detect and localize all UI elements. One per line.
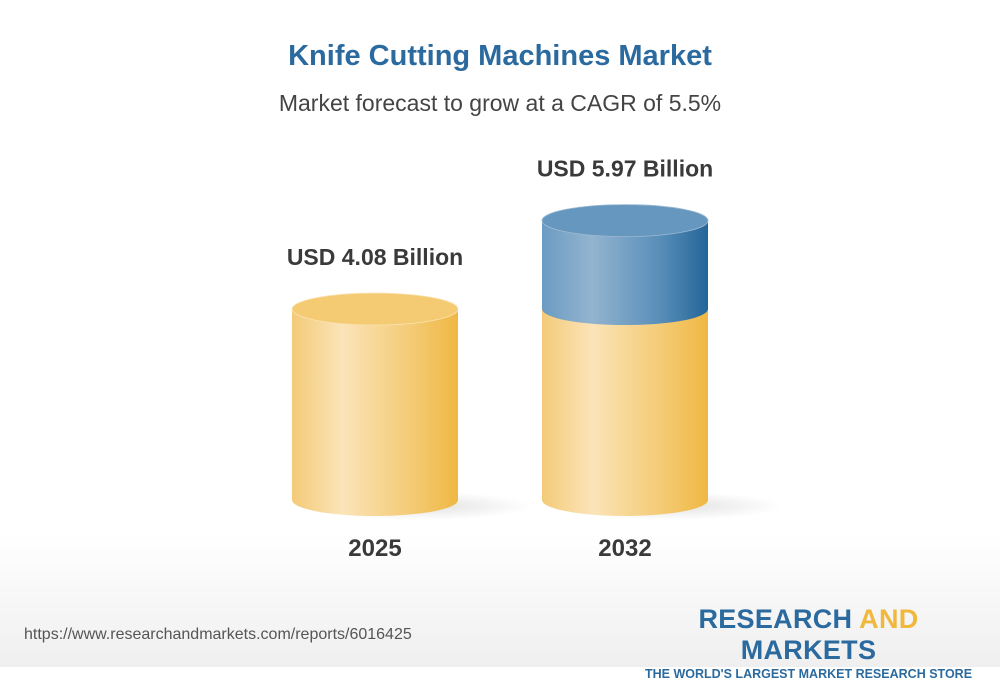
chart-subtitle: Market forecast to grow at a CAGR of 5.5… [278,90,722,116]
report-url[interactable]: https://www.researchandmarkets.com/repor… [24,626,412,643]
cylinder-body-base [292,309,458,516]
chart-title: Knife Cutting Machines Market [288,40,712,72]
cylinder-top [541,204,709,238]
cylinder-body-growth [542,220,708,326]
category-label: 2032 [598,535,651,562]
data-label: USD 4.08 Billion [287,244,463,270]
data-label: USD 5.97 Billion [537,156,713,182]
cylinder-chart: USD 4.08 Billion 2025 USD 5.97 Billion 2032 [287,156,783,562]
cylinder-body-base [542,309,708,516]
category-label: 2025 [348,535,401,562]
research-and-markets-logo: RESEARCH AND MARKETS THE WORLD'S LARGEST… [644,604,973,681]
cylinder-top [291,292,459,326]
